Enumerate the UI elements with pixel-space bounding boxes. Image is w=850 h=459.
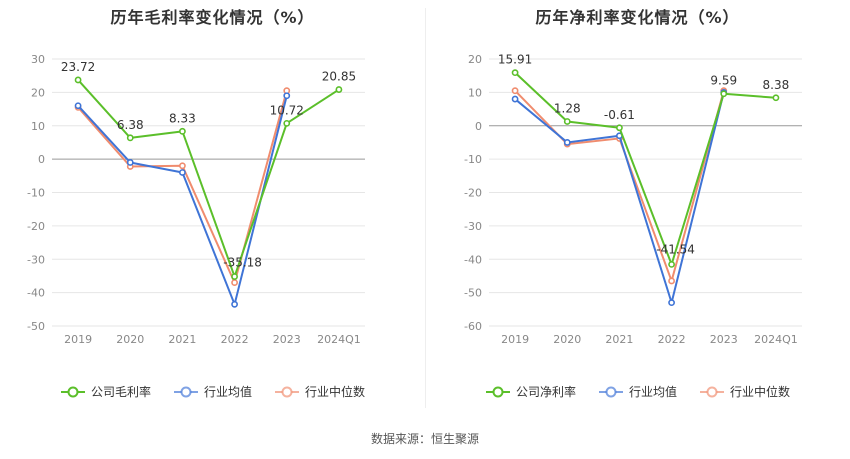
legend-swatch-icon <box>275 386 299 397</box>
data-point[interactable] <box>126 134 134 142</box>
data-label: 10.72 <box>270 103 304 117</box>
y-tick-label: -30 <box>464 220 482 233</box>
legend-label: 公司毛利率 <box>90 385 151 399</box>
data-label: -0.61 <box>604 108 635 122</box>
x-tick-label: 2020 <box>553 333 581 346</box>
legend-label: 行业中位数 <box>305 385 366 399</box>
y-tick-label: 20 <box>468 53 482 66</box>
y-tick-label: 0 <box>38 153 45 166</box>
data-point[interactable] <box>231 300 238 308</box>
line-plot: 30 20 10 0 -10 -20 -30 -40 -50 2019 2020 2021 2022 20… <box>27 53 365 346</box>
data-point[interactable] <box>231 273 238 280</box>
series-line <box>514 71 776 266</box>
y-tick-label: -50 <box>464 287 482 300</box>
legend-label: 行业中位数 <box>730 385 791 399</box>
data-label: 6.38 <box>117 118 144 132</box>
series-line <box>77 95 288 306</box>
y-tick-label: 0 <box>475 120 482 133</box>
data-point[interactable] <box>231 279 238 287</box>
chart-title: 历年毛利率变化情况（%） <box>110 8 315 27</box>
y-tick-label: -20 <box>27 220 45 233</box>
y-tick-label: -60 <box>464 320 482 333</box>
data-point[interactable] <box>283 92 291 100</box>
data-label: 20.85 <box>322 70 356 84</box>
data-label: -35.18 <box>223 256 262 270</box>
y-tick-label: 30 <box>31 53 45 66</box>
y-tick-label: -40 <box>27 287 45 300</box>
legend-item[interactable]: 行业中位数 <box>699 383 790 400</box>
data-point[interactable] <box>668 277 675 285</box>
x-tick-label: 2019 <box>64 333 92 346</box>
y-tick-label: 20 <box>31 86 45 99</box>
y-tick-label: -40 <box>464 253 482 266</box>
legend-label: 公司净利率 <box>515 385 576 399</box>
data-point[interactable] <box>668 299 675 307</box>
x-tick-label: 2023 <box>273 333 301 346</box>
legend-label: 行业均值 <box>203 385 252 399</box>
y-tick-label: -10 <box>27 187 45 200</box>
series-line <box>77 79 340 278</box>
data-source-note: 数据来源：恒生聚源 <box>370 432 479 446</box>
x-tick-label: 2024Q1 <box>754 333 798 346</box>
data-point[interactable] <box>772 94 780 102</box>
x-tick-label: 2021 <box>605 333 633 346</box>
data-point[interactable] <box>74 102 82 110</box>
data-point[interactable] <box>668 260 675 268</box>
data-point[interactable] <box>179 127 186 135</box>
y-tick-label: -30 <box>27 253 45 266</box>
legend-swatch-icon <box>60 386 85 397</box>
data-label: 9.59 <box>710 74 737 88</box>
data-label: 1.28 <box>554 101 581 115</box>
legend-item[interactable]: 行业均值 <box>173 383 252 400</box>
data-point[interactable] <box>126 159 134 166</box>
legend-swatch-icon <box>173 386 198 397</box>
y-tick-label: -10 <box>464 153 482 166</box>
x-tick-label: 2024Q1 <box>317 333 361 346</box>
data-label: 8.33 <box>169 111 196 125</box>
chart-title: 历年净利率变化情况（%） <box>535 8 740 27</box>
data-point[interactable] <box>511 95 519 103</box>
y-tick-label: 10 <box>31 120 45 133</box>
data-point[interactable] <box>563 118 571 125</box>
data-point[interactable] <box>511 87 519 95</box>
x-tick-label: 2023 <box>710 333 738 346</box>
data-point[interactable] <box>283 119 291 127</box>
x-tick-label: 2022 <box>658 333 686 346</box>
legend-swatch-icon <box>700 386 724 397</box>
data-point[interactable] <box>335 86 343 93</box>
legend-swatch-icon <box>598 386 623 397</box>
data-point[interactable] <box>563 139 571 146</box>
x-tick-label: 2021 <box>168 333 196 346</box>
y-tick-label: -20 <box>464 187 482 200</box>
data-label: 15.91 <box>498 53 532 67</box>
data-point[interactable] <box>179 162 186 170</box>
x-tick-label: 2020 <box>116 333 144 346</box>
legend-swatch-icon <box>485 386 510 397</box>
legend-label: 行业均值 <box>628 385 677 399</box>
x-tick-label: 2022 <box>221 333 249 346</box>
gross-margin-chart: 历年毛利率变化情况（%） 30 20 10 0 -10 -20 -30 -40 -50 2019 2… <box>0 0 425 420</box>
data-label: 8.38 <box>763 78 790 92</box>
data-point[interactable] <box>616 124 623 132</box>
y-tick-label: 10 <box>468 86 482 99</box>
net-margin-chart: 历年净利率变化情况（%） 20 10 0 -10 -20 -30 -40 -50 -60 2019… <box>425 0 850 420</box>
legend: 公司净利率 行业均值 行业中位数 <box>425 383 850 400</box>
data-point[interactable] <box>511 69 519 77</box>
data-point[interactable] <box>179 169 186 176</box>
legend-item[interactable]: 行业均值 <box>598 383 677 400</box>
y-tick-label: -50 <box>27 320 45 333</box>
data-point[interactable] <box>720 90 728 98</box>
data-label: -41.54 <box>656 242 695 256</box>
legend-item[interactable]: 公司净利率 <box>485 383 576 400</box>
line-plot: 20 10 0 -10 -20 -30 -40 -50 -60 2019 2020 2021 2022 2… <box>464 53 802 346</box>
data-point[interactable] <box>74 76 82 84</box>
legend-item[interactable]: 行业中位数 <box>274 383 365 400</box>
panel-divider <box>425 8 426 408</box>
data-label: 23.72 <box>61 60 95 74</box>
x-tick-label: 2019 <box>501 333 529 346</box>
legend: 公司毛利率 行业均值 行业中位数 <box>0 383 425 400</box>
legend-item[interactable]: 公司毛利率 <box>60 383 151 400</box>
